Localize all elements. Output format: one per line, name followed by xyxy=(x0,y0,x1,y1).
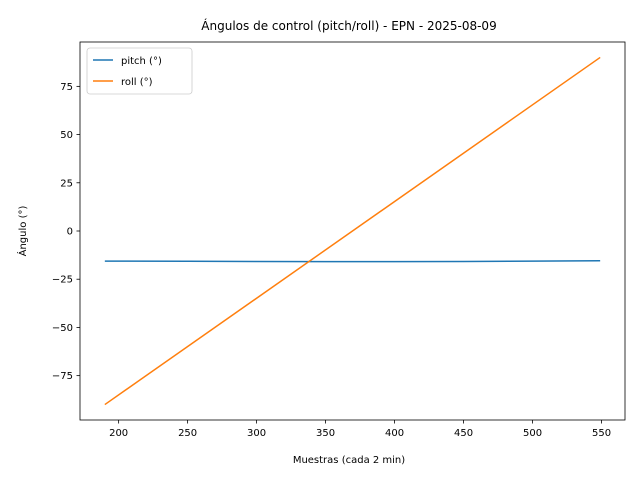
x-axis-label: Muestras (cada 2 min) xyxy=(293,455,405,466)
y-tick-label-2: −25 xyxy=(52,275,73,286)
x-tick-label-2: 300 xyxy=(247,428,266,439)
x-tick-label-0: 200 xyxy=(109,428,128,439)
legend-label-0: pitch (°) xyxy=(121,56,162,67)
legend-box xyxy=(86,47,193,95)
x-tick-label-4: 400 xyxy=(385,428,404,439)
x-tick-label-5: 450 xyxy=(454,428,473,439)
y-tick-label-3: 0 xyxy=(67,227,73,238)
legend-label-1: roll (°) xyxy=(121,77,153,88)
y-tick-label-5: 50 xyxy=(60,130,73,141)
y-tick-label-0: −75 xyxy=(52,371,73,382)
y-axis-label: Ángulo (°) xyxy=(16,206,29,257)
x-tick-label-6: 500 xyxy=(523,428,542,439)
x-tick-label-7: 550 xyxy=(592,428,611,439)
series-line-1 xyxy=(104,56,601,406)
y-tick-label-4: 25 xyxy=(60,178,73,189)
y-tick-label-6: 75 xyxy=(60,82,73,93)
x-tick-label-1: 250 xyxy=(178,428,197,439)
plot-area: 200 250 300 350 400 450 500 550 −75 −50 −25 0 25 50 75… xyxy=(52,41,626,439)
chart-title: Ángulos de control (pitch/roll) - EPN - … xyxy=(201,18,496,33)
x-tick-label-3: 350 xyxy=(316,428,335,439)
y-tick-label-1: −50 xyxy=(52,323,73,334)
series-line-0 xyxy=(104,259,601,263)
